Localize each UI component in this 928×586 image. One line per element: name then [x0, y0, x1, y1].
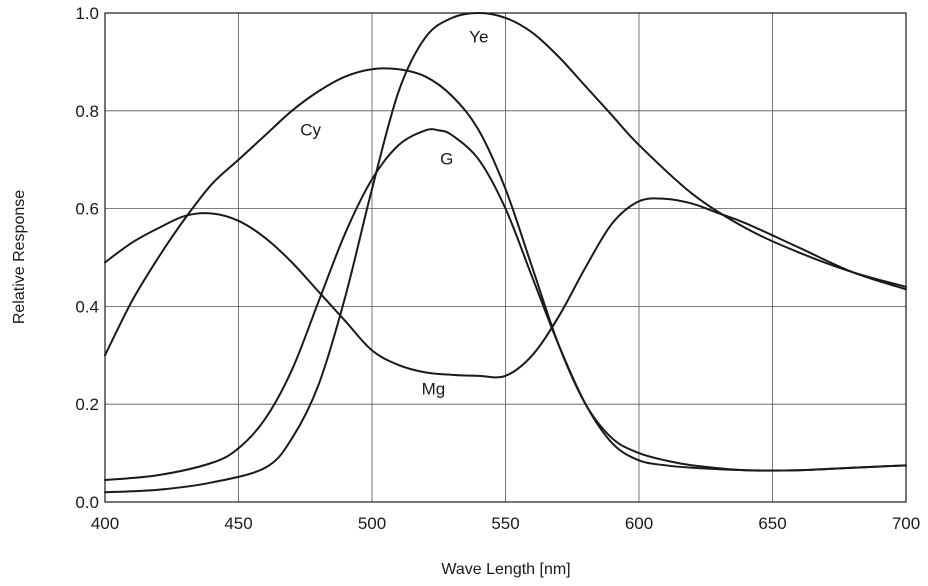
y-tick-label-0.8: 0.8: [75, 102, 99, 121]
x-tick-label-500: 500: [358, 514, 386, 533]
x-tick-label-650: 650: [758, 514, 786, 533]
grid: [105, 13, 906, 502]
y-tick-label-1.0: 1.0: [75, 4, 99, 23]
y-tick-label-0.6: 0.6: [75, 200, 99, 219]
curve-label-mg: Mg: [422, 379, 446, 398]
y-axis-title: Relative Response: [11, 190, 28, 324]
x-axis-title: Wave Length [nm]: [441, 561, 570, 578]
series-line-g: [104, 128, 907, 481]
x-tick-label-600: 600: [625, 514, 653, 533]
curve-label-g: G: [440, 150, 453, 169]
y-tick-labels: 0.0 0.2 0.4 0.6 0.8 1.0: [75, 4, 99, 512]
series-line-mg: [104, 197, 907, 379]
y-tick-label-0.0: 0.0: [75, 493, 99, 512]
curve-label-ye: Ye: [469, 27, 488, 46]
x-tick-label-450: 450: [224, 514, 252, 533]
curve-labels: Ye Cy G Mg: [300, 27, 488, 398]
y-tick-label-0.4: 0.4: [75, 297, 99, 316]
x-tick-label-400: 400: [91, 514, 119, 533]
x-tick-labels: 400 450 500 550 600 650 700: [91, 514, 920, 533]
curve-label-cy: Cy: [300, 120, 321, 139]
series-line-cy: [104, 67, 907, 472]
plot-frame: [104, 12, 907, 503]
x-tick-label-550: 550: [491, 514, 519, 533]
x-tick-label-700: 700: [892, 514, 920, 533]
series-lines: [104, 12, 907, 494]
y-tick-label-0.2: 0.2: [75, 395, 99, 414]
